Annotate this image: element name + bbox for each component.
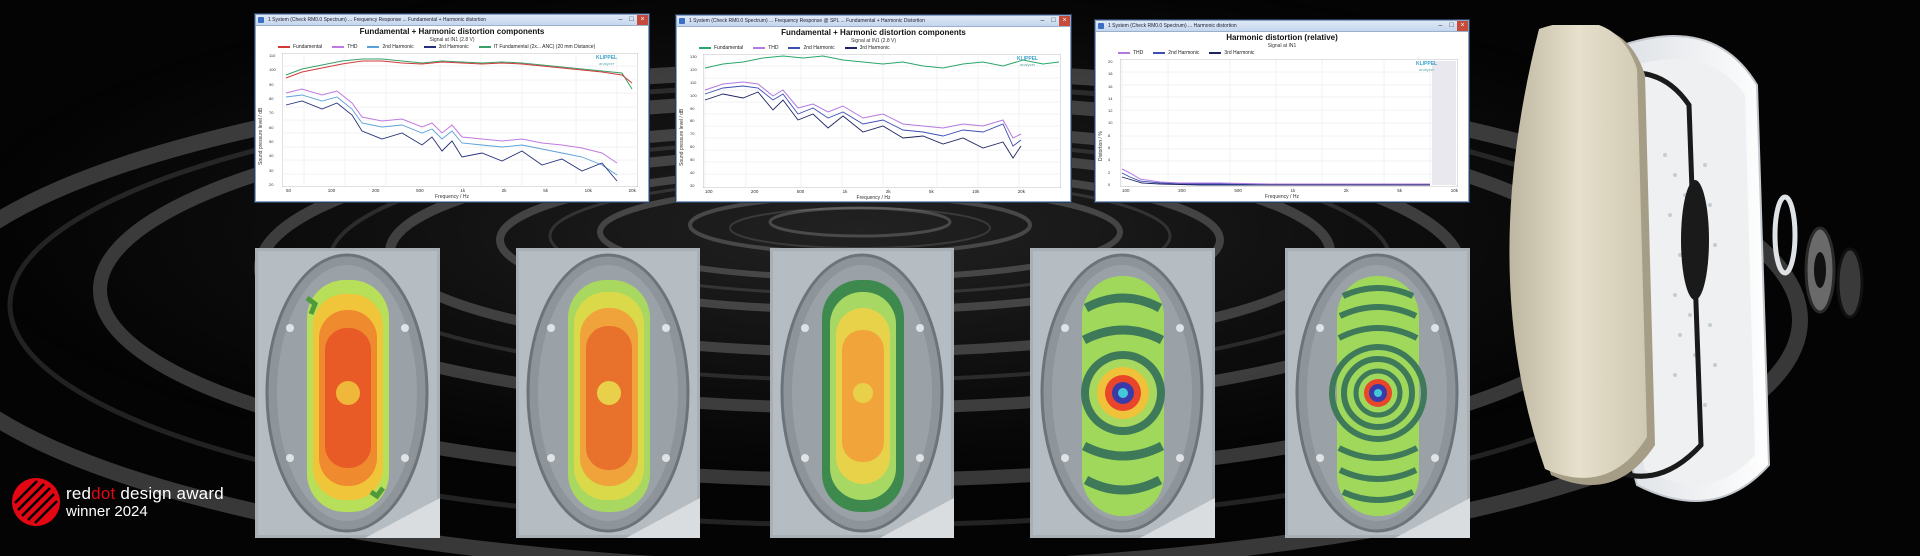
maximize-icon[interactable]: □ xyxy=(1449,22,1454,29)
frequency-response-window-2: 1 System (Check RM0.0 Spectrum) ... Freq… xyxy=(676,15,1071,202)
y-ticks: 20 18 16 14 12 10 8 6 4 2 0 xyxy=(1108,59,1113,187)
window-title: 1 System (Check RM0.0 Spectrum) ... Freq… xyxy=(268,17,487,23)
x-ticks: 50 100 200 500 1k 2k 5k 10k 20k xyxy=(286,188,636,193)
legend-swatch xyxy=(332,46,345,48)
legend-swatch xyxy=(278,46,290,48)
y-ticks: 110 100 90 80 70 60 50 40 30 20 xyxy=(269,53,276,187)
window-controls: – □ × xyxy=(1435,21,1468,31)
award-title: reddot design award xyxy=(66,484,224,503)
award-winner-year: winner 2024 xyxy=(66,503,148,520)
legend-item: THD xyxy=(1118,50,1143,56)
legend-item: Fundamental xyxy=(278,44,322,50)
maximize-icon[interactable]: □ xyxy=(1051,17,1056,24)
vibration-scan-3 xyxy=(770,248,954,538)
window-title-bar: 1 System (Check RM0.0 Spectrum) ... Freq… xyxy=(677,16,1070,27)
legend-item: Fundamental xyxy=(699,45,743,51)
distortion-plot xyxy=(1120,59,1458,187)
legend-swatch xyxy=(367,46,380,48)
close-icon[interactable]: × xyxy=(637,15,648,25)
minimize-icon[interactable]: – xyxy=(1040,17,1045,24)
legend-swatch xyxy=(699,47,711,49)
window-title: 1 System (Check RM0.0 Spectrum) ... Harm… xyxy=(1108,23,1237,29)
vibration-scan-2 xyxy=(516,248,700,538)
legend-item: IT Fundamental (2x... ANC) (20 mm Distan… xyxy=(478,44,595,50)
minimize-icon[interactable]: – xyxy=(618,16,623,23)
legend-item: 3rd Harmonic xyxy=(1209,50,1254,56)
vibration-scan-5 xyxy=(1285,248,1470,538)
frequency-response-window-1: 1 System (Check RM0.0 Spectrum) ... Freq… xyxy=(255,14,649,202)
legend-swatch xyxy=(423,46,436,48)
klippel-logo: KLIPPEL analyzer xyxy=(596,55,618,66)
y-axis-label: Sound pressure level / dB xyxy=(258,107,264,165)
exploded-speaker-render xyxy=(1509,25,1864,502)
distortion-plot xyxy=(703,54,1061,188)
klippel-logo: KLIPPEL analyzer xyxy=(1017,56,1039,67)
window-title: 1 System (Check RM0.0 Spectrum) ... Freq… xyxy=(689,18,925,24)
app-icon xyxy=(679,18,685,24)
app-icon xyxy=(258,17,264,23)
legend-swatch xyxy=(478,46,491,48)
x-ticks: 100 200 500 1k 2k 5k 10k xyxy=(1122,188,1458,193)
window-controls: – □ × xyxy=(1037,16,1070,26)
chart-title: Fundamental + Harmonic distortion compon… xyxy=(359,27,545,36)
distortion-plot xyxy=(282,53,638,187)
app-icon xyxy=(1098,23,1104,29)
x-axis-label: Frequency / Hz xyxy=(435,194,469,200)
chart-title: Fundamental + Harmonic distortion compon… xyxy=(781,28,966,37)
legend-item: THD xyxy=(753,45,778,51)
vibration-scan-4 xyxy=(1030,248,1215,538)
window-title-bar: 1 System (Check RM0.0 Spectrum) ... Freq… xyxy=(256,15,648,26)
chart-title: Harmonic distortion (relative) xyxy=(1226,33,1338,42)
window-title-bar: 1 System (Check RM0.0 Spectrum) ... Harm… xyxy=(1096,21,1468,32)
chart-subtitle: Signal at IN1 (2.8 V) xyxy=(850,38,897,44)
legend-swatch xyxy=(1153,52,1166,54)
legend-item: 2nd Harmonic xyxy=(1153,50,1199,56)
x-axis-label: Frequency / Hz xyxy=(856,195,891,201)
legend-item: THD xyxy=(332,44,357,50)
chart-legend: Fundamental THD 2nd Harmonic 3rd Harmoni… xyxy=(278,44,595,50)
legend-swatch xyxy=(1118,52,1130,54)
chart-legend: Fundamental THD 2nd Harmonic 3rd Harmoni… xyxy=(699,45,890,51)
x-axis-label: Frequency / Hz xyxy=(1265,194,1299,200)
klippel-logo: KLIPPEL analyzer xyxy=(1416,61,1438,72)
chart-legend: THD 2nd Harmonic 3rd Harmonic xyxy=(1118,50,1254,56)
reddot-icon xyxy=(12,478,60,526)
reddot-award-logo: reddot design award winner 2024 xyxy=(10,474,250,534)
legend-item: 3rd Harmonic xyxy=(423,44,469,50)
legend-swatch xyxy=(788,47,801,49)
vibration-scan-1 xyxy=(255,248,440,538)
minimize-icon[interactable]: – xyxy=(1438,22,1443,29)
legend-item: 2nd Harmonic xyxy=(367,44,414,50)
chart-subtitle: Signal at IN1 (2.8 V) xyxy=(429,37,475,43)
chart-subtitle: Signal at IN1 xyxy=(1267,43,1297,49)
legend-swatch xyxy=(753,47,766,49)
close-icon[interactable]: × xyxy=(1457,21,1468,31)
legend-swatch xyxy=(1209,52,1222,54)
legend-item: 2nd Harmonic xyxy=(788,45,835,51)
y-axis-label: Distortion / % xyxy=(1098,131,1104,161)
maximize-icon[interactable]: □ xyxy=(629,16,634,23)
legend-item: 3rd Harmonic xyxy=(844,45,890,51)
legend-swatch xyxy=(844,47,857,49)
harmonic-distortion-window: 1 System (Check RM0.0 Spectrum) ... Harm… xyxy=(1095,20,1469,202)
close-icon[interactable]: × xyxy=(1059,16,1070,26)
y-ticks: 130 120 110 100 90 80 70 60 50 40 30 xyxy=(690,54,697,188)
x-ticks: 100 200 500 1k 2k 5k 10k 20k xyxy=(705,189,1025,194)
window-controls: – □ × xyxy=(615,15,648,25)
y-axis-label: Sound pressure level / dB xyxy=(679,108,685,166)
